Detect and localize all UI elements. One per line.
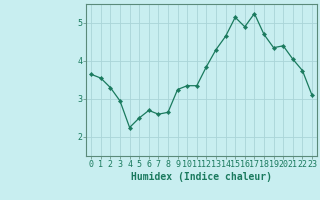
X-axis label: Humidex (Indice chaleur): Humidex (Indice chaleur): [131, 172, 272, 182]
